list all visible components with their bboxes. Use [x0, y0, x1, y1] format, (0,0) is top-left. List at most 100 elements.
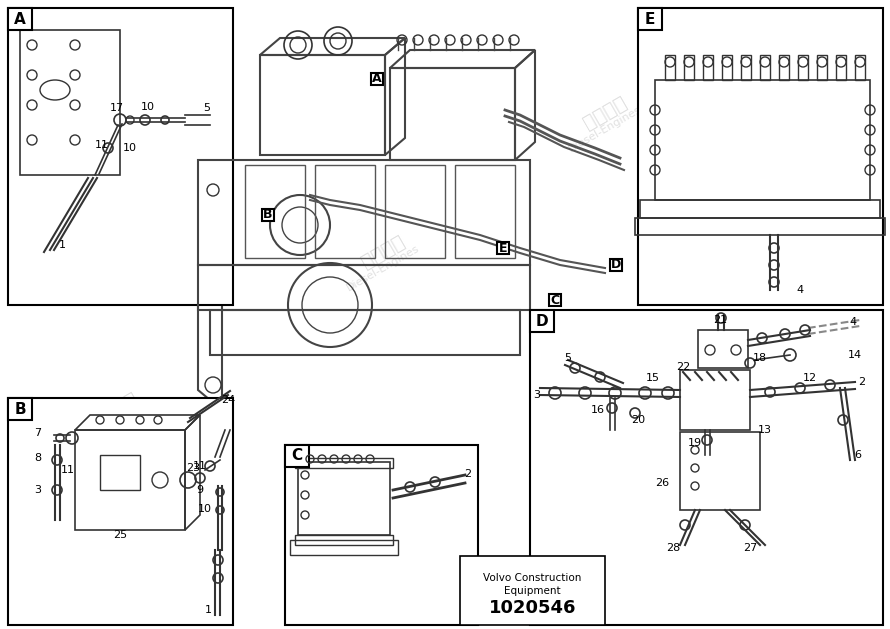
Bar	[198, 265, 530, 310]
Text: D: D	[536, 313, 548, 328]
Text: 25: 25	[113, 530, 127, 540]
Text: 4: 4	[797, 285, 804, 295]
Text: 3: 3	[35, 485, 42, 495]
Text: 28: 28	[666, 543, 680, 553]
Bar	[836, 55, 846, 80]
Bar	[680, 432, 760, 510]
Bar	[460, 556, 605, 625]
Bar	[855, 55, 865, 80]
Text: 4: 4	[849, 317, 856, 327]
Text: 22: 22	[676, 362, 690, 372]
Bar	[210, 310, 520, 355]
Bar	[760, 55, 770, 80]
Text: 26: 26	[655, 478, 669, 488]
Bar	[635, 218, 885, 235]
Bar	[260, 55, 385, 155]
Bar	[245, 165, 305, 258]
Text: 10: 10	[123, 143, 137, 153]
Text: 聚发动力: 聚发动力	[91, 93, 141, 133]
Text: B: B	[263, 208, 272, 221]
Text: D: D	[611, 259, 621, 272]
Text: Diesel-Engines: Diesel-Engines	[77, 400, 154, 450]
Bar	[290, 540, 398, 555]
FancyBboxPatch shape	[549, 294, 561, 306]
Bar	[8, 398, 32, 420]
Text: 27: 27	[743, 543, 757, 553]
Bar	[530, 310, 554, 332]
FancyBboxPatch shape	[262, 209, 274, 221]
Text: Diesel-Engines: Diesel-Engines	[344, 243, 421, 292]
Bar	[8, 8, 32, 30]
Bar	[798, 55, 808, 80]
Bar	[285, 445, 309, 467]
Text: B: B	[14, 401, 26, 416]
Text: 2: 2	[465, 469, 472, 479]
Text: 11: 11	[193, 461, 207, 471]
Text: C: C	[291, 448, 303, 464]
Text: 15: 15	[646, 373, 660, 383]
Text: Volvo Construction: Volvo Construction	[483, 573, 582, 583]
Text: 14: 14	[848, 350, 862, 360]
Text: Diesel-Engines: Diesel-Engines	[567, 400, 643, 450]
Bar	[8, 8, 233, 305]
Bar	[640, 200, 880, 218]
Bar	[455, 165, 515, 258]
Bar	[779, 55, 789, 80]
Text: E: E	[498, 242, 507, 255]
FancyBboxPatch shape	[371, 73, 383, 85]
Text: 10: 10	[198, 504, 212, 514]
Text: 17: 17	[110, 103, 124, 113]
Text: 20: 20	[631, 415, 645, 425]
Bar	[698, 330, 748, 368]
Text: Diesel-Engines: Diesel-Engines	[77, 104, 154, 154]
Bar	[703, 55, 713, 80]
Text: 8: 8	[35, 453, 42, 463]
Text: Diesel-Engines: Diesel-Engines	[567, 104, 643, 154]
Text: C: C	[550, 294, 560, 306]
Text: 16: 16	[591, 405, 605, 415]
Text: 13: 13	[758, 425, 772, 435]
Text: 1020546: 1020546	[489, 599, 576, 617]
Bar	[295, 458, 393, 468]
Text: Equipment: Equipment	[505, 586, 561, 596]
Bar	[638, 8, 883, 305]
Text: 聚发动力: 聚发动力	[91, 389, 141, 429]
Text: 1: 1	[59, 240, 66, 250]
Bar	[722, 55, 732, 80]
Bar	[315, 165, 375, 258]
Text: 聚发动力: 聚发动力	[758, 231, 808, 272]
Text: 11: 11	[95, 140, 109, 150]
Text: 5: 5	[204, 103, 211, 113]
FancyBboxPatch shape	[610, 259, 622, 271]
Bar	[20, 30, 120, 175]
Text: 21: 21	[713, 315, 727, 325]
Text: 聚发动力: 聚发动力	[358, 231, 408, 272]
Bar	[638, 8, 662, 30]
Bar	[530, 310, 883, 625]
Text: 19: 19	[688, 438, 702, 448]
Bar	[684, 55, 694, 80]
Text: 7: 7	[35, 428, 42, 438]
Bar	[8, 398, 233, 625]
Text: 3: 3	[533, 390, 540, 400]
Bar	[198, 160, 530, 265]
Text: 聚发动力: 聚发动力	[580, 93, 630, 133]
Text: 聚发动力: 聚发动力	[580, 389, 630, 429]
Text: 10: 10	[141, 102, 155, 112]
Bar	[665, 55, 675, 80]
Text: E: E	[645, 11, 655, 26]
Bar	[817, 55, 827, 80]
Bar	[680, 370, 750, 430]
Text: 2: 2	[859, 377, 866, 387]
Bar	[295, 535, 393, 545]
Bar	[100, 455, 140, 490]
Bar	[390, 68, 515, 160]
Text: 6: 6	[854, 450, 862, 460]
Text: 9: 9	[197, 485, 204, 495]
Text: Diesel-Engines: Diesel-Engines	[745, 243, 821, 292]
Text: 24: 24	[221, 395, 235, 405]
Text: A: A	[14, 11, 26, 26]
Bar	[385, 165, 445, 258]
Bar	[75, 430, 185, 530]
FancyBboxPatch shape	[497, 242, 509, 254]
